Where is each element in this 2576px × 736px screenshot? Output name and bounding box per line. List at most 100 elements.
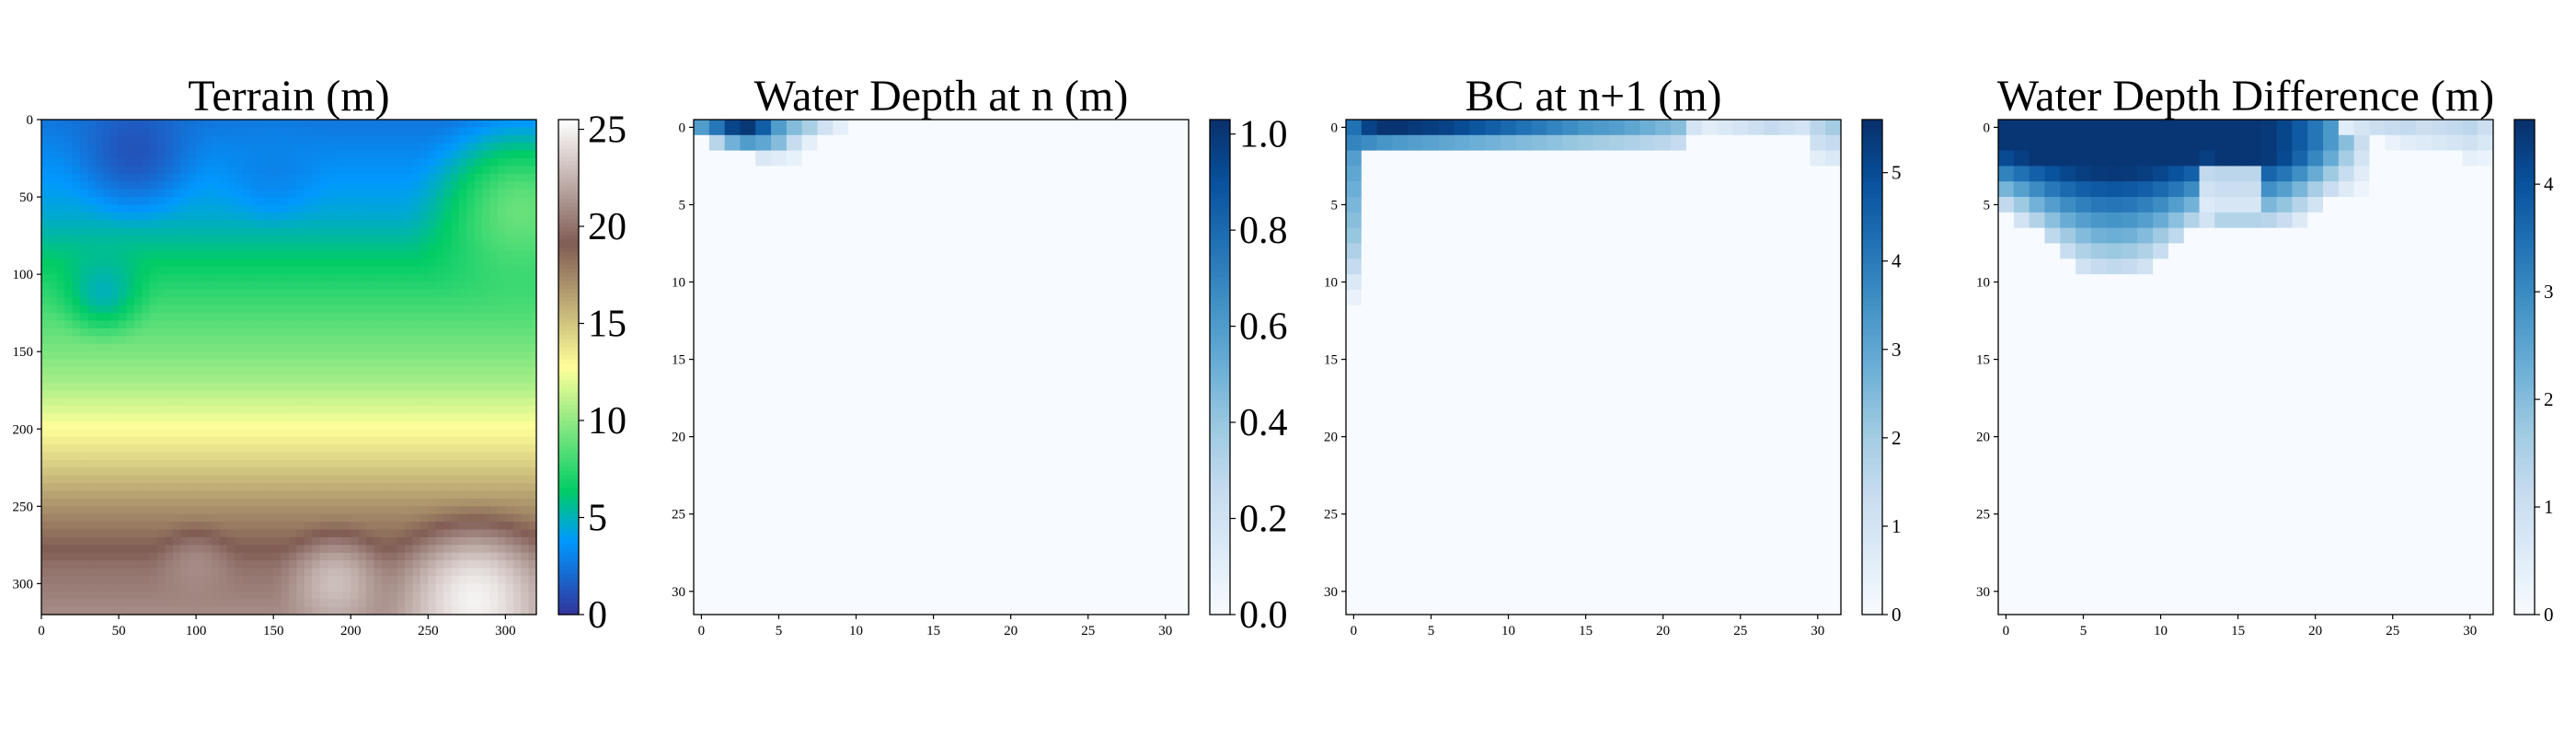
heatmap-cell: [103, 236, 112, 245]
heatmap-cell: [110, 382, 120, 391]
heatmap-cell: [149, 143, 158, 152]
heatmap-cell: [412, 406, 421, 415]
heatmap-cell: [335, 529, 344, 538]
heatmap-cell: [304, 212, 313, 221]
heatmap-cell: [226, 568, 236, 577]
heatmap-cell: [941, 243, 958, 259]
heatmap-cell: [342, 212, 351, 221]
heatmap-cell: [342, 282, 351, 291]
heatmap-cell: [956, 320, 973, 337]
heatmap-cell: [443, 189, 453, 198]
heatmap-cell: [304, 444, 313, 454]
heatmap-cell: [771, 197, 788, 213]
heatmap-cell: [474, 560, 483, 569]
heatmap-cell: [335, 568, 344, 577]
heatmap-cell: [80, 343, 89, 352]
heatmap-cell: [142, 236, 151, 245]
heatmap-cell: [435, 236, 444, 245]
heatmap-cell: [49, 250, 58, 259]
heatmap-cell: [211, 536, 220, 546]
heatmap-cell: [389, 382, 398, 391]
heatmap-cell: [219, 560, 228, 569]
heatmap-cell: [149, 459, 158, 468]
colorbar-segment: [558, 391, 579, 397]
heatmap-cell: [771, 305, 788, 322]
heatmap-cell: [1049, 227, 1065, 244]
heatmap-cell: [133, 243, 143, 252]
heatmap-cell: [312, 382, 321, 391]
heatmap-cell: [312, 297, 321, 306]
colorbar-segment: [558, 371, 579, 376]
heatmap-cell: [420, 513, 429, 523]
heatmap-cell: [848, 367, 865, 384]
heatmap-cell: [281, 483, 290, 492]
heatmap-cell: [342, 536, 351, 546]
heatmap-cell: [312, 490, 321, 500]
heatmap-cell: [103, 274, 112, 283]
heatmap-cell: [428, 575, 437, 584]
heatmap-cell: [342, 197, 351, 206]
heatmap-cell: [351, 436, 360, 445]
heatmap-cell: [497, 513, 506, 523]
heatmap-cell: [87, 406, 97, 415]
heatmap-cell: [95, 120, 104, 129]
heatmap-cell: [289, 568, 298, 577]
heatmap-cell: [165, 606, 174, 615]
heatmap-cell: [397, 359, 406, 368]
heatmap-cell: [1033, 429, 1051, 445]
heatmap-cell: [497, 297, 506, 306]
heatmap-cell: [420, 127, 429, 136]
heatmap-cell: [172, 513, 181, 523]
heatmap-cell: [328, 313, 337, 322]
heatmap-cell: [428, 536, 437, 546]
heatmap-cell: [972, 197, 988, 213]
heatmap-cell: [188, 459, 197, 468]
heatmap-cell: [304, 452, 313, 461]
heatmap-cell: [110, 173, 120, 182]
heatmap-cell: [482, 313, 491, 322]
heatmap-cell: [497, 204, 506, 213]
heatmap-cell: [119, 266, 128, 275]
heatmap-cell: [126, 568, 135, 577]
heatmap-cell: [80, 560, 89, 569]
heatmap-cell: [110, 475, 120, 484]
heatmap-cell: [258, 397, 267, 407]
heatmap-cell: [397, 343, 406, 352]
heatmap-cell: [358, 459, 367, 468]
heatmap-cell: [41, 413, 51, 422]
heatmap-cell: [211, 583, 220, 592]
heatmap-cell: [304, 173, 313, 182]
heatmap-cell: [56, 545, 65, 554]
heatmap-cell: [1142, 150, 1158, 167]
heatmap-cell: [219, 591, 228, 600]
heatmap-cell: [110, 498, 120, 507]
heatmap-cell: [405, 212, 414, 221]
heatmap-cell: [133, 475, 143, 484]
heatmap-cell: [180, 406, 190, 415]
heatmap-cell: [497, 467, 506, 477]
heatmap-cell: [157, 313, 167, 322]
heatmap-cell: [188, 204, 197, 213]
heatmap-cell: [358, 490, 367, 500]
heatmap-cell: [451, 274, 460, 283]
heatmap-cell: [1080, 367, 1097, 384]
heatmap-cell: [972, 367, 988, 384]
y-tick-label: 200: [13, 422, 34, 437]
heatmap-cell: [180, 560, 190, 569]
heatmap-cell: [1018, 289, 1035, 306]
colorbar-segment: [558, 565, 579, 570]
heatmap-cell: [482, 359, 491, 368]
heatmap-cell: [512, 297, 522, 306]
heatmap-cell: [226, 189, 236, 198]
heatmap-cell: [1033, 134, 1051, 152]
heatmap-cell: [319, 282, 328, 291]
heatmap-cell: [505, 513, 514, 523]
heatmap-cell: [351, 351, 360, 361]
heatmap-cell: [328, 189, 337, 198]
heatmap-cell: [226, 243, 236, 252]
heatmap-cell: [366, 320, 375, 329]
heatmap-cell: [482, 552, 491, 561]
heatmap-cell: [265, 297, 274, 306]
heatmap-cell: [435, 420, 444, 430]
heatmap-cell: [126, 250, 135, 259]
